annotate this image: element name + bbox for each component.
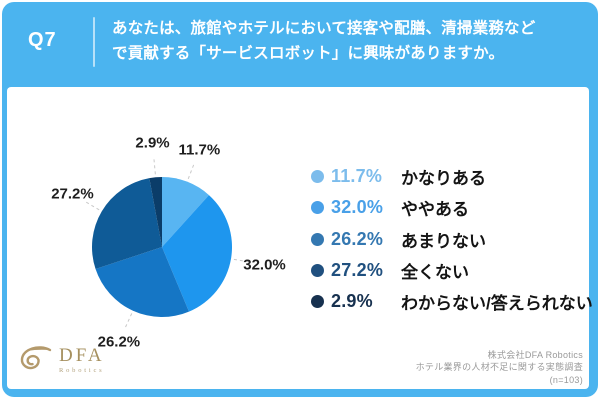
dfa-logo-text: DFA Robotics (59, 346, 105, 374)
pie-svg (86, 159, 249, 328)
pie-slice (91, 178, 162, 270)
legend-label: ややある (401, 200, 469, 220)
legend-label: わからない/答えられない (401, 294, 593, 314)
question-line-1: あなたは、旅館やホテルにおいて接客や配膳、清掃業務など (112, 20, 536, 37)
question-text: あなたは、旅館やホテルにおいて接客や配膳、清掃業務など で貢献する「サービスロボ… (112, 16, 535, 66)
legend-label: かなりある (401, 169, 486, 189)
pie-slice (162, 195, 233, 312)
legend-label: 全くない (401, 263, 469, 283)
pie-slice (95, 247, 189, 318)
legend-item: 26.2% あまりない (311, 224, 593, 255)
label-leader-line (153, 159, 156, 175)
chart-legend: 11.7% かなりある 32.0% ややある 26.2% あまりない 27.2%… (311, 161, 593, 317)
survey-credits: 株式会社DFA Robotics ホテル業界の人材不足に関する実態調査 (n=1… (416, 349, 583, 387)
pie-slice (162, 177, 209, 247)
legend-item: 2.9% わからない/答えられない (311, 286, 593, 317)
legend-percent: 32.0% (331, 197, 384, 218)
legend-color-dot (311, 170, 324, 184)
legend-percent: 26.2% (331, 228, 384, 249)
dfa-logo: DFA Robotics (17, 344, 105, 376)
logo-dfa-text: DFA (59, 345, 105, 366)
label-leader-line (125, 313, 133, 328)
content-card: 11.7% 32.0% 26.2% 27.2% 2.9% 11.7% かなりある 32.… (7, 87, 593, 389)
slice-percent-label: 11.7% (178, 141, 221, 159)
credit-company: 株式会社DFA Robotics (487, 349, 583, 360)
label-leader-line (187, 164, 195, 180)
legend-item: 32.0% ややある (311, 192, 593, 223)
legend-color-dot (311, 295, 324, 309)
label-leader-line (86, 201, 100, 211)
legend-label: あまりない (401, 231, 486, 251)
credit-survey-title: ホテル業界の人材不足に関する実態調査 (415, 362, 583, 372)
slice-percent-label: 32.0% (243, 256, 286, 274)
slice-percent-label: 27.2% (51, 185, 94, 203)
legend-color-dot (311, 201, 324, 215)
legend-percent: 11.7% (331, 166, 383, 187)
legend-percent: 27.2% (331, 260, 384, 281)
question-number-badge: Q7 (28, 29, 57, 51)
credit-sample-size: (n=103) (549, 374, 583, 385)
legend-item: 27.2% 全くない (311, 255, 593, 286)
legend-item: 11.7% かなりある (311, 161, 593, 192)
logo-robotics-text: Robotics (59, 367, 105, 374)
dfa-logo-icon (20, 346, 52, 370)
question-line-2: で貢献する「サービスロボット」に興味がありますか。 (112, 45, 505, 62)
legend-color-dot (311, 264, 324, 278)
slice-percent-label: 2.9% (135, 134, 170, 152)
slice-percent-label: 26.2% (97, 333, 141, 351)
pie-slice (149, 177, 162, 247)
pie-chart: 11.7% 32.0% 26.2% 27.2% 2.9% (7, 87, 589, 389)
header-divider (93, 17, 95, 67)
legend-color-dot (311, 232, 324, 246)
legend-percent: 2.9% (331, 291, 373, 312)
label-leader-line (233, 258, 249, 263)
